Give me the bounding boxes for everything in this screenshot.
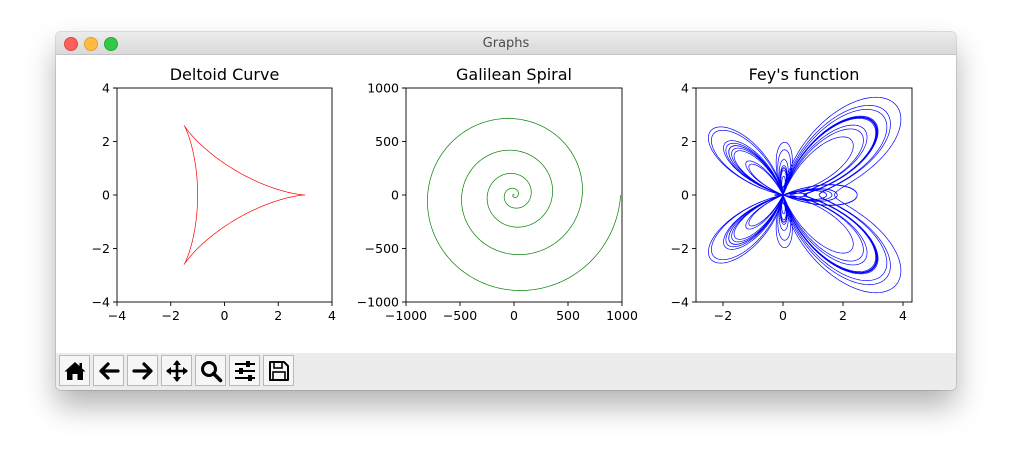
magnifier-icon	[201, 361, 223, 383]
home-icon	[64, 362, 86, 380]
sliders-icon	[235, 361, 255, 381]
y-tick-label: 0	[391, 188, 399, 203]
x-tick-label: −2	[162, 308, 180, 323]
y-tick-label: −4	[671, 295, 689, 310]
save-button[interactable]	[263, 355, 294, 386]
window-title: Graphs	[482, 36, 530, 51]
x-tick-label: 1000	[606, 308, 638, 323]
series-line	[183, 125, 306, 265]
x-tick-label: 0	[221, 308, 229, 323]
figure-svg: Deltoid Curve −4 −2 0 2 4 −4 −2 0 2 4 Galilean Spir…	[92, 65, 913, 323]
x-tick-label: 0	[510, 308, 518, 323]
arrow-left-icon	[99, 362, 120, 380]
x-tick-label: 4	[899, 308, 907, 323]
x-tick-label: 2	[274, 308, 282, 323]
subplot-1: Deltoid Curve −4 −2 0 2 4 −4 −2 0 2 4	[92, 65, 336, 323]
y-tick-label: 0	[681, 188, 689, 203]
y-tick-label: 2	[102, 134, 110, 149]
y-tick-label: −2	[92, 241, 110, 256]
x-tick-label: 4	[328, 308, 336, 323]
subplot-2: Galilean Spiral −1000 −500 0 500 1000 −1000 −50…	[357, 65, 638, 323]
y-tick-label: −1000	[357, 295, 399, 310]
arrow-right-icon	[132, 362, 153, 380]
minimize-window-button[interactable]	[84, 37, 98, 51]
y-tick-label: 4	[102, 81, 110, 96]
chart-title: Galilean Spiral	[456, 65, 572, 84]
y-tick-label: 4	[681, 81, 689, 96]
graphs-window: Graphs Deltoid Curve −4 −2 0 2 4 −4 −2 0 2 4 Galile…	[56, 32, 956, 390]
close-window-button[interactable]	[64, 37, 78, 51]
zoom-button[interactable]	[195, 355, 226, 386]
home-button[interactable]	[59, 355, 90, 386]
y-tick-label: 0	[102, 188, 110, 203]
axes-frame	[695, 87, 913, 303]
subplot-3: Fey's function −2 0 2 4 −4 −2 0 2 4	[671, 65, 913, 323]
move-icon	[166, 360, 188, 382]
navigation-toolbar	[56, 353, 956, 390]
back-button[interactable]	[93, 355, 124, 386]
x-tick-label: −1000	[385, 308, 427, 323]
y-tick-label: 500	[375, 134, 399, 149]
forward-button[interactable]	[127, 355, 158, 386]
x-tick-label: −500	[443, 308, 477, 323]
x-tick-label: −2	[714, 308, 732, 323]
y-tick-label: 2	[681, 134, 689, 149]
y-tick-label: −500	[365, 241, 399, 256]
figure-canvas[interactable]: Deltoid Curve −4 −2 0 2 4 −4 −2 0 2 4 Galilean Spir…	[56, 55, 956, 353]
x-tick-label: 2	[839, 308, 847, 323]
series-line	[427, 118, 621, 291]
series-line	[708, 96, 902, 294]
x-tick-label: 500	[556, 308, 580, 323]
x-tick-label: 0	[779, 308, 787, 323]
floppy-disk-icon	[269, 361, 289, 381]
chart-title: Deltoid Curve	[170, 65, 280, 84]
axes-frame	[116, 87, 333, 303]
y-tick-label: −2	[671, 241, 689, 256]
configure-subplots-button[interactable]	[229, 355, 260, 386]
zoom-window-button[interactable]	[104, 37, 118, 51]
y-tick-label: −4	[92, 295, 110, 310]
y-tick-label: 1000	[367, 81, 399, 96]
pan-button[interactable]	[161, 355, 192, 386]
x-tick-label: −4	[108, 308, 126, 323]
chart-title: Fey's function	[749, 65, 860, 84]
title-bar[interactable]: Graphs	[56, 32, 956, 55]
